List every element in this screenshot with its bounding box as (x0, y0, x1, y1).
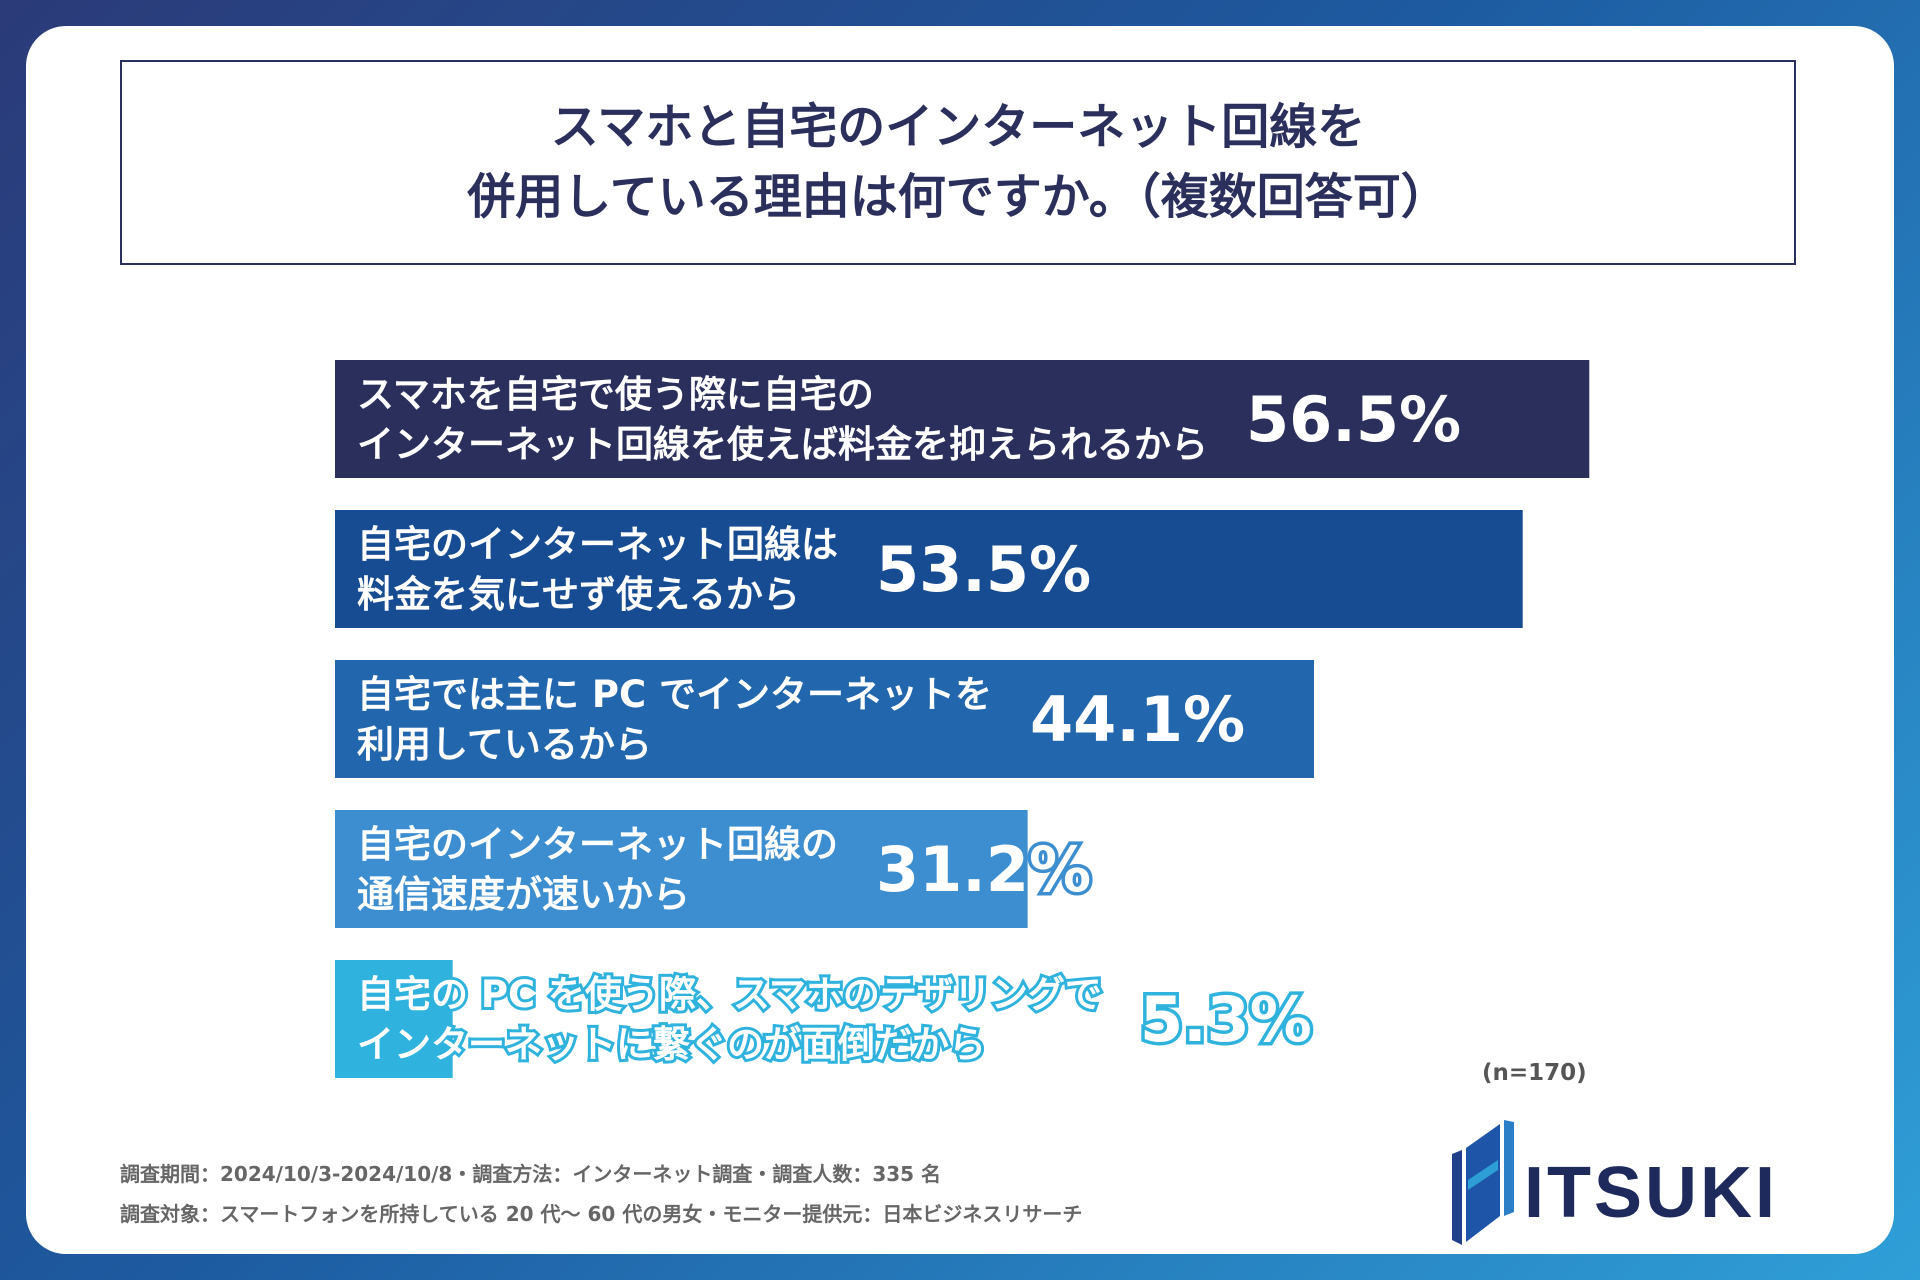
footer-survey-target: 調査対象：スマートフォンを所持している 20 代～ 60 代の男女・モニター提供… (120, 1202, 1083, 1226)
title-line-2: 併用している理由は何ですか。（複数回答可） (467, 168, 1449, 225)
itsuki-logo: ITSUKI (1444, 1120, 1804, 1245)
bar-1-label-line-2: インターネット回線を使えば料金を抑えられるから (357, 423, 1208, 466)
bar-5-value-label: 5.3% (1140, 983, 1312, 1056)
bar-2-value-label: 53.5% (876, 533, 1091, 606)
chart-title: スマホと自宅のインターネット回線を 併用している理由は何ですか。（複数回答可） (120, 60, 1796, 265)
bar-4-label-line-2: 通信速度が速いから (357, 873, 690, 916)
bar-2-label-line-1: 自宅のインターネット回線は (357, 523, 838, 566)
title-line-1: スマホと自宅のインターネット回線を (550, 98, 1366, 155)
bar-4 (335, 810, 1028, 928)
bar-5 (335, 960, 453, 1078)
bar-3-value-label: 44.1% (1030, 683, 1245, 756)
bar-4-label-line-1: 自宅のインターネット回線の (357, 823, 838, 866)
bar-5-label-line-2: インターネットに繋ぐのが面倒だから (357, 1023, 986, 1066)
bar-1 (335, 360, 1590, 478)
logo-text: ITSUKI (1524, 1153, 1779, 1233)
bar-3-label-line-2: 利用しているから (357, 723, 652, 766)
bar-2 (335, 510, 1523, 628)
bar-2-label-line-2: 料金を気にせず使えるから (357, 573, 800, 616)
bar-3 (335, 660, 1315, 778)
itsuki-logo-mark-icon (1452, 1120, 1514, 1245)
bar-5-label-line-1: 自宅の PC を使う際、スマホのテザリングで (357, 973, 1102, 1016)
footer-survey-period: 調査期間：2024/10/3-2024/10/8・調査方法：インターネット調査・… (120, 1162, 942, 1186)
bar-1-value-label: 56.5% (1246, 383, 1461, 456)
bar-3-label-line-1: 自宅では主に PC でインターネットを (357, 673, 992, 716)
bar-1-label-line-1: スマホを自宅で使う際に自宅の (357, 373, 874, 416)
sample-size-note: (n=170) (1482, 1060, 1587, 1086)
bar-4-value-label: 31.2% (876, 833, 1091, 906)
